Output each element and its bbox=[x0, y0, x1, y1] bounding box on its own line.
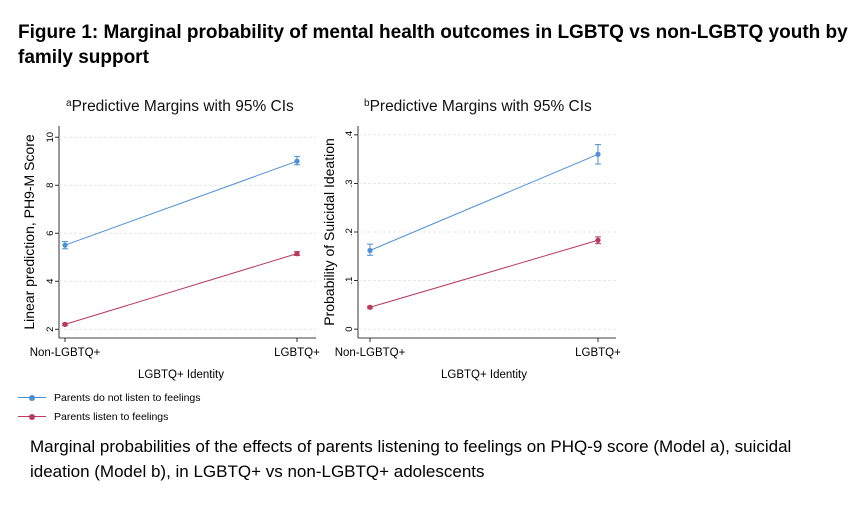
chart-b-series-listen-line bbox=[369, 239, 599, 308]
chart-b-title: bPredictive Margins with 95% CIs bbox=[364, 98, 592, 115]
chart-a-series-no-listen-point bbox=[62, 242, 68, 248]
chart-b-series-no-listen-line bbox=[369, 153, 599, 251]
chart-a-x-axis-label: LGBTQ+ Identity bbox=[138, 369, 224, 381]
chart-a-series-no-listen-point bbox=[294, 158, 300, 164]
chart-a-series-listen-point bbox=[294, 251, 300, 257]
chart-b-x-axis-label: LGBTQ+ Identity bbox=[441, 369, 527, 381]
chart-b-series-listen-point bbox=[367, 304, 373, 310]
chart-a-svg: aPredictive Margins with 95% CIs 2 4 6 8 10 Li… bbox=[21, 98, 320, 381]
chart-b-y-tick-label: .3 bbox=[344, 179, 355, 187]
chart-a-series-no-listen-line bbox=[64, 160, 298, 246]
chart-a-y-tick-label: 8 bbox=[45, 183, 56, 188]
chart-a-series-listen-point bbox=[62, 321, 68, 327]
chart-b-panel-letter: b bbox=[364, 98, 370, 109]
legend-label-listen: Parents listen to feelings bbox=[54, 410, 169, 423]
chart-a-x-tick-label: Non-LGBTQ+ bbox=[30, 347, 101, 359]
chart-a-y-tick-label: 10 bbox=[45, 132, 56, 143]
chart-b-series-no-listen-point bbox=[595, 151, 601, 157]
chart-a-y-tick-label: 4 bbox=[45, 279, 56, 284]
chart-panel-b: bPredictive Margins with 95% CIs 0 .1 .2 .3.… bbox=[316, 92, 626, 382]
legend-label-no-listen: Parents do not listen to feelings bbox=[54, 391, 201, 404]
legend-item-listen: Parents listen to feelings bbox=[18, 407, 201, 426]
chart-b-series-listen-point bbox=[595, 237, 601, 243]
chart-a-title: aPredictive Margins with 95% CIs bbox=[66, 98, 294, 115]
chart-b-y-tick-label: .2 bbox=[344, 228, 355, 236]
chart-b-y-axis-label: Probability of Suicidal Ideation bbox=[321, 138, 337, 326]
chart-a-y-axis-label: Linear prediction, PH9-M Score bbox=[21, 134, 37, 330]
chart-b-svg: bPredictive Margins with 95% CIs 0 .1 .2 .3.… bbox=[321, 98, 621, 381]
chart-b-y-tick-label: .1 bbox=[344, 277, 355, 285]
chart-b-series-no-listen-point bbox=[367, 247, 373, 254]
chart-b-y-tick-label: .4 bbox=[344, 131, 355, 139]
chart-a-series-listen-line bbox=[64, 253, 298, 325]
legend-item-no-listen: Parents do not listen to feelings bbox=[18, 388, 201, 407]
chart-a-y-tick-label: 6 bbox=[45, 231, 56, 236]
legend-swatch-no-listen bbox=[18, 393, 46, 403]
chart-a-panel-letter: a bbox=[66, 98, 72, 109]
chart-a-x-tick-label: LGBTQ+ bbox=[274, 347, 320, 359]
chart-b-title-text: Predictive Margins with 95% CIs bbox=[370, 98, 592, 115]
chart-b-x-tick-label: Non-LGBTQ+ bbox=[335, 347, 406, 359]
chart-a-y-tick-label: 2 bbox=[45, 327, 56, 332]
chart-b-y-tick-label: 0 bbox=[344, 326, 355, 331]
figure-title: Figure 1: Marginal probability of mental… bbox=[18, 22, 848, 68]
chart-b-x-tick-label: LGBTQ+ bbox=[575, 347, 621, 359]
legend-swatch-listen bbox=[18, 412, 46, 422]
figure-caption: Marginal probabilities of the effects of… bbox=[30, 437, 792, 481]
chart-panel-a: aPredictive Margins with 95% CIs 2 4 6 8 10 Li… bbox=[14, 92, 320, 382]
chart-a-title-text: Predictive Margins with 95% CIs bbox=[72, 98, 294, 115]
legend: Parents do not listen to feelings Parent… bbox=[18, 388, 201, 426]
